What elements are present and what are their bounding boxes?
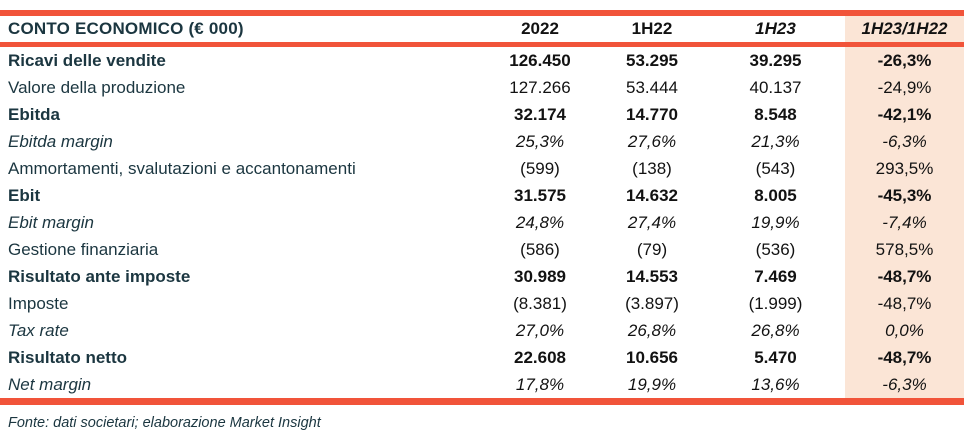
- row-label: Ricavi delle vendite: [8, 50, 166, 70]
- cell-value: 21,3%: [751, 131, 800, 151]
- row-label: Risultato ante imposte: [8, 266, 191, 286]
- cell-value: 26,8%: [751, 320, 800, 340]
- table-row: Ebitda margin 25,3% 27,6% 21,3% -6,3%: [0, 128, 964, 155]
- cell-value: (8.381): [513, 293, 567, 313]
- cell-value: 32.174: [514, 104, 566, 124]
- cell-value: 14.770: [626, 104, 678, 124]
- cell-value: 53.295: [626, 50, 678, 70]
- cell-value: 17,8%: [515, 374, 565, 394]
- cell-value: -45,3%: [877, 185, 932, 205]
- cell-value: 27,0%: [515, 320, 565, 340]
- cell-value: 19,9%: [751, 212, 800, 232]
- table-row: Net margin 17,8% 19,9% 13,6% -6,3%: [0, 371, 964, 402]
- column-header-1h23-1h22: 1H23/1H22: [861, 19, 948, 38]
- row-label: Imposte: [8, 293, 69, 313]
- cell-value: -6,3%: [882, 374, 927, 394]
- cell-value: 578,5%: [875, 239, 934, 259]
- table-row: Ebit margin 24,8% 27,4% 19,9% -7,4%: [0, 209, 964, 236]
- table-row: Ricavi delle vendite 126.450 53.295 39.295 -…: [0, 45, 964, 75]
- row-label: Ebit margin: [8, 212, 94, 232]
- row-label: Valore della produzione: [8, 77, 186, 97]
- row-label: Ebit: [8, 185, 41, 205]
- cell-value: -26,3%: [877, 50, 932, 70]
- cell-value: 126.450: [509, 50, 571, 70]
- table-row: Gestione finanziaria (586) (79) (536) 578,5%: [0, 236, 964, 263]
- column-header-1h23: 1H23: [755, 19, 796, 38]
- cell-value: 53.444: [626, 77, 678, 97]
- cell-value: 26,8%: [627, 320, 677, 340]
- cell-value: (138): [632, 158, 672, 178]
- table-row: Tax rate 27,0% 26,8% 26,8% 0,0%: [0, 317, 964, 344]
- cell-value: (79): [636, 239, 668, 259]
- table-row: Imposte (8.381) (3.897) (1.999) -48,7%: [0, 290, 964, 317]
- cell-value: 24,8%: [515, 212, 565, 232]
- cell-value: 40.137: [749, 77, 802, 97]
- cell-value: 22.608: [514, 347, 566, 367]
- row-label: Gestione finanziaria: [8, 239, 159, 259]
- cell-value: 27,4%: [627, 212, 677, 232]
- row-label: Net margin: [8, 374, 92, 394]
- cell-value: (586): [520, 239, 560, 259]
- cell-value: -48,7%: [877, 293, 932, 313]
- cell-value: 8.005: [754, 185, 797, 205]
- table-row: Ebit 31.575 14.632 8.005 -45,3%: [0, 182, 964, 209]
- cell-value: 31.575: [514, 185, 566, 205]
- cell-value: 25,3%: [515, 131, 565, 151]
- table-row: Risultato ante imposte 30.989 14.553 7.469 -…: [0, 263, 964, 290]
- cell-value: 27,6%: [627, 131, 677, 151]
- row-label: Ebitda: [8, 104, 60, 124]
- cell-value: (1.999): [748, 293, 803, 313]
- table-row: Risultato netto 22.608 10.656 5.470 -48,7%: [0, 344, 964, 371]
- table-body: Ricavi delle vendite 126.450 53.295 39.295 -…: [0, 45, 964, 402]
- cell-value: 5.470: [754, 347, 797, 367]
- cell-value: 14.632: [626, 185, 678, 205]
- table-row: Valore della produzione 127.266 53.444 40.1…: [0, 74, 964, 101]
- cell-value: -48,7%: [877, 266, 932, 286]
- cell-value: 8.548: [754, 104, 797, 124]
- source-note: Fonte: dati societari; elaborazione Mark…: [8, 415, 321, 431]
- cell-value: -48,7%: [877, 347, 932, 367]
- table-row: Ebitda 32.174 14.770 8.548 -42,1%: [0, 101, 964, 128]
- cell-value: 19,9%: [627, 374, 677, 394]
- cell-value: 14.553: [626, 266, 678, 286]
- cell-value: 7.469: [754, 266, 797, 286]
- row-label: Ebitda margin: [8, 131, 113, 151]
- cell-value: -24,9%: [877, 77, 932, 97]
- cell-value: 30.989: [514, 266, 566, 286]
- cell-value: 10.656: [626, 347, 678, 367]
- row-label: Ammortamenti, svalutazioni e accantoname…: [8, 158, 356, 178]
- column-header-2022: 2022: [521, 19, 559, 38]
- row-label: Tax rate: [8, 320, 69, 340]
- cell-value: 127.266: [509, 77, 571, 97]
- cell-value: (543): [755, 158, 796, 178]
- table-title: CONTO ECONOMICO (€ 000): [8, 19, 244, 38]
- cell-value: -6,3%: [882, 131, 927, 151]
- cell-value: (599): [520, 158, 560, 178]
- income-statement: CONTO ECONOMICO (€ 000) 2022 1H22 1H23 1H23…: [0, 10, 964, 431]
- column-header-1h22: 1H22: [631, 19, 673, 38]
- cell-value: 39.295: [749, 50, 802, 70]
- table-row: Ammortamenti, svalutazioni e accantoname…: [0, 155, 964, 182]
- cell-value: (536): [755, 239, 796, 259]
- cell-value: -42,1%: [877, 104, 932, 124]
- income-statement-table: CONTO ECONOMICO (€ 000) 2022 1H22 1H23 1H23…: [0, 10, 964, 405]
- cell-value: -7,4%: [882, 212, 927, 232]
- cell-value: 13,6%: [751, 374, 800, 394]
- cell-value: 0,0%: [885, 320, 924, 340]
- row-label: Risultato netto: [8, 347, 127, 367]
- cell-value: 293,5%: [875, 158, 934, 178]
- header-row: CONTO ECONOMICO (€ 000) 2022 1H22 1H23 1H23…: [0, 13, 964, 45]
- cell-value: (3.897): [625, 293, 679, 313]
